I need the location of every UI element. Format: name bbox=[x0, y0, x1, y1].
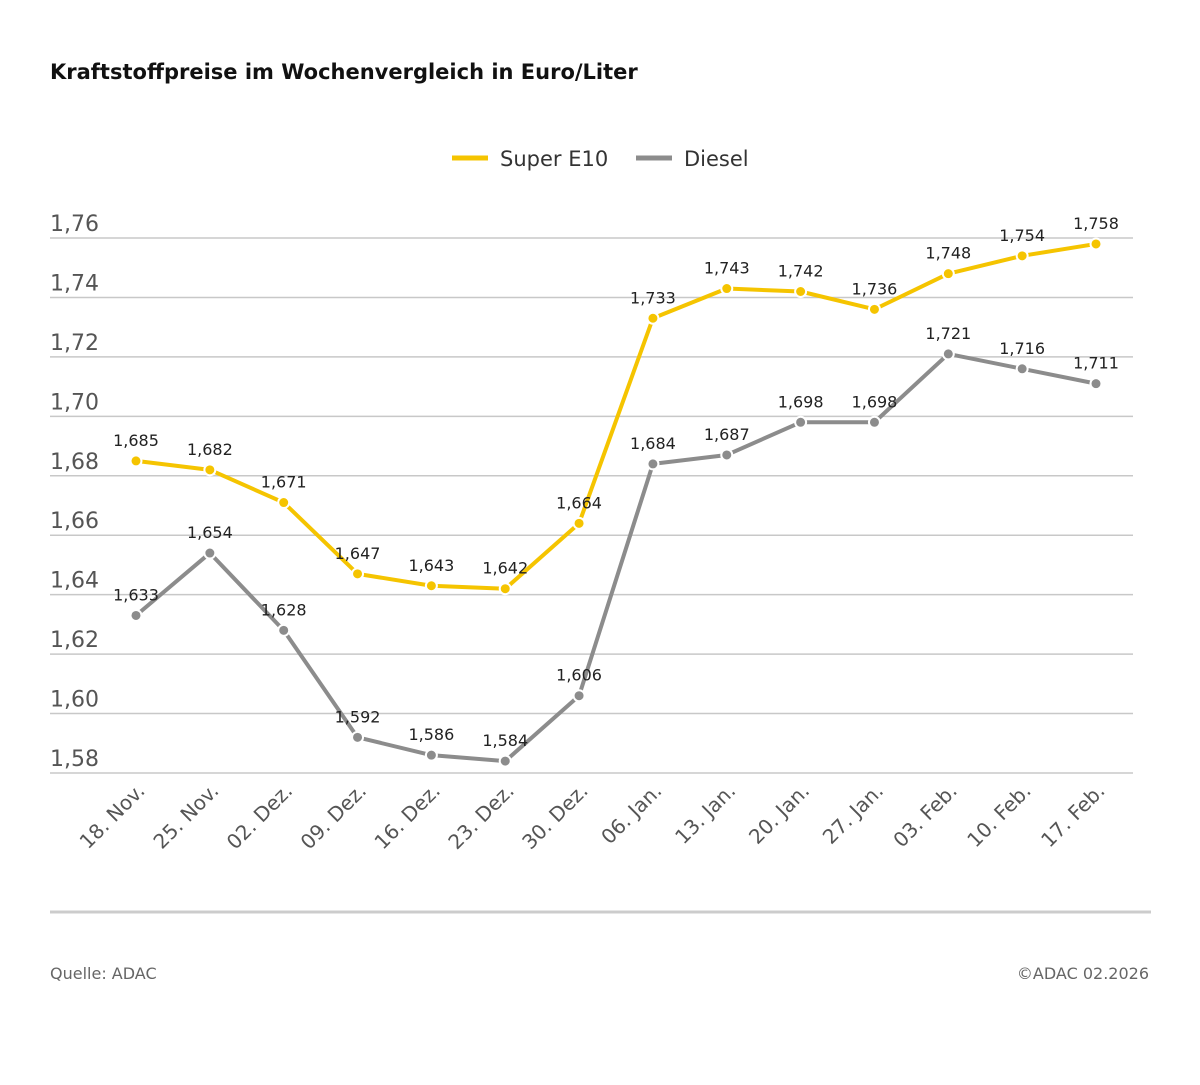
legend-label-1: Diesel bbox=[684, 147, 749, 171]
y-tick-label: 1,66 bbox=[50, 509, 99, 534]
data-label: 1,682 bbox=[187, 440, 233, 459]
data-point bbox=[351, 567, 365, 581]
x-tick-label: 10. Feb. bbox=[962, 779, 1035, 852]
y-tick-label: 1,64 bbox=[50, 569, 99, 594]
x-tick-label: 17. Feb. bbox=[1036, 779, 1109, 852]
data-label: 1,654 bbox=[187, 523, 233, 542]
data-point bbox=[720, 448, 734, 462]
data-point bbox=[572, 516, 586, 530]
y-tick-label: 1,60 bbox=[50, 688, 99, 713]
data-label: 1,711 bbox=[1073, 354, 1119, 373]
series-line-0 bbox=[135, 241, 1097, 591]
data-label: 1,698 bbox=[778, 392, 824, 411]
x-tick-label: 06. Jan. bbox=[596, 779, 666, 849]
x-tick-label: 20. Jan. bbox=[744, 779, 814, 849]
data-label: 1,586 bbox=[408, 725, 454, 744]
x-tick-label: 02. Dez. bbox=[222, 779, 297, 854]
data-point bbox=[129, 454, 143, 468]
x-tick-label: 25. Nov. bbox=[148, 779, 223, 854]
x-tick-label: 23. Dez. bbox=[443, 779, 518, 854]
x-tick-label: 09. Dez. bbox=[296, 779, 371, 854]
data-label: 1,633 bbox=[113, 585, 159, 604]
y-tick-label: 1,62 bbox=[50, 628, 99, 653]
y-tick-label: 1,74 bbox=[50, 271, 99, 296]
data-point bbox=[277, 496, 291, 510]
data-label: 1,716 bbox=[999, 339, 1045, 358]
chart-title: Kraftstoffpreise im Wochenvergleich in E… bbox=[50, 60, 638, 84]
data-label: 1,733 bbox=[630, 288, 676, 307]
data-label: 1,736 bbox=[852, 279, 898, 298]
x-tick-label: 30. Dez. bbox=[517, 779, 592, 854]
data-point bbox=[1015, 362, 1029, 376]
y-tick-label: 1,58 bbox=[50, 747, 99, 772]
x-tick-label: 18. Nov. bbox=[75, 779, 150, 854]
source-note: Quelle: ADAC bbox=[50, 964, 157, 983]
data-label: 1,758 bbox=[1073, 214, 1119, 233]
data-label: 1,584 bbox=[482, 731, 528, 750]
data-point bbox=[794, 285, 808, 298]
y-tick-label: 1,72 bbox=[50, 331, 99, 356]
data-point bbox=[1089, 237, 1103, 251]
y-tick-label: 1,68 bbox=[50, 450, 99, 475]
data-point bbox=[646, 457, 660, 471]
data-label: 1,664 bbox=[556, 493, 602, 512]
data-label: 1,748 bbox=[925, 244, 971, 263]
data-point bbox=[867, 415, 881, 429]
data-point bbox=[941, 347, 955, 361]
data-point bbox=[720, 282, 734, 296]
data-point bbox=[351, 730, 365, 744]
data-point bbox=[424, 579, 438, 593]
copyright-note: ©ADAC 02.2026 bbox=[1016, 964, 1149, 983]
data-label: 1,698 bbox=[852, 392, 898, 411]
data-label: 1,754 bbox=[999, 226, 1045, 245]
data-label: 1,671 bbox=[261, 473, 307, 492]
data-point bbox=[572, 689, 586, 703]
data-label: 1,642 bbox=[482, 559, 528, 578]
x-tick-label: 16. Dez. bbox=[369, 779, 444, 854]
data-point bbox=[794, 415, 808, 429]
data-label: 1,742 bbox=[778, 262, 824, 281]
data-point bbox=[498, 754, 512, 768]
data-point bbox=[1015, 249, 1029, 263]
data-label: 1,592 bbox=[335, 707, 381, 726]
y-tick-label: 1,76 bbox=[50, 212, 99, 237]
data-point bbox=[277, 623, 291, 637]
y-tick-label: 1,70 bbox=[50, 390, 99, 415]
data-point bbox=[424, 748, 438, 762]
data-label: 1,721 bbox=[925, 324, 971, 343]
data-label: 1,643 bbox=[408, 556, 454, 575]
data-point bbox=[203, 463, 217, 477]
data-point bbox=[498, 582, 512, 596]
legend-label-0: Super E10 bbox=[500, 147, 608, 171]
data-point bbox=[129, 608, 143, 622]
data-label: 1,687 bbox=[704, 425, 750, 444]
data-point bbox=[1089, 377, 1103, 391]
data-label: 1,743 bbox=[704, 259, 750, 278]
data-point bbox=[941, 267, 955, 281]
data-point bbox=[867, 302, 881, 316]
data-point bbox=[646, 311, 660, 325]
data-point bbox=[203, 546, 217, 560]
x-tick-label: 03. Feb. bbox=[888, 779, 961, 852]
x-tick-label: 27. Jan. bbox=[818, 779, 888, 849]
data-label: 1,628 bbox=[261, 600, 307, 619]
series-line-1 bbox=[134, 351, 1097, 764]
data-label: 1,647 bbox=[335, 544, 381, 563]
data-label: 1,684 bbox=[630, 434, 676, 453]
data-label: 1,685 bbox=[113, 431, 159, 450]
data-label: 1,606 bbox=[556, 666, 602, 685]
x-tick-label: 13. Jan. bbox=[670, 779, 740, 849]
